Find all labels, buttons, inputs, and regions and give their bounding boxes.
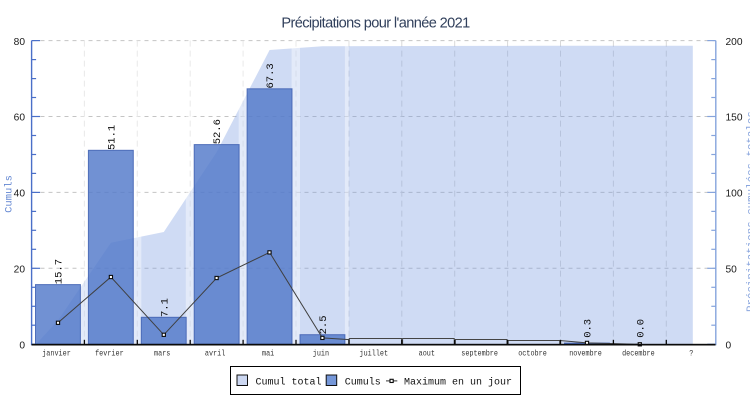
svg-text:juillet: juillet	[360, 348, 389, 358]
svg-text:0: 0	[726, 340, 732, 351]
svg-text:fevrier: fevrier	[95, 348, 124, 358]
svg-text:Cumul total: Cumul total	[256, 377, 322, 389]
svg-text:Cumuls: Cumuls	[345, 377, 381, 389]
svg-text:150: 150	[726, 113, 743, 124]
svg-text:52.6: 52.6	[212, 119, 224, 144]
svg-text:80: 80	[14, 37, 26, 48]
svg-text:51.1: 51.1	[107, 125, 119, 150]
svg-text:Maximum en un jour: Maximum en un jour	[404, 377, 512, 389]
svg-text:?: ?	[689, 349, 693, 358]
svg-text:mars: mars	[154, 349, 170, 358]
svg-text:40: 40	[14, 189, 26, 200]
svg-text:7.1: 7.1	[159, 298, 171, 317]
svg-text:20: 20	[14, 265, 26, 276]
svg-text:200: 200	[726, 37, 743, 48]
svg-text:50: 50	[726, 265, 738, 276]
svg-text:15.7: 15.7	[54, 259, 66, 284]
svg-text:avril: avril	[205, 348, 225, 358]
svg-text:2.5: 2.5	[318, 315, 330, 334]
svg-text:octobre: octobre	[518, 348, 547, 358]
svg-text:0.3: 0.3	[583, 319, 595, 338]
svg-text:decembre: decembre	[622, 348, 655, 358]
svg-text:mai: mai	[262, 348, 274, 358]
svg-text:0: 0	[19, 340, 25, 351]
svg-text:100: 100	[726, 189, 743, 200]
svg-text:septembre: septembre	[461, 348, 498, 358]
svg-text:aout: aout	[419, 349, 435, 358]
svg-text:Cumuls: Cumuls	[3, 175, 15, 213]
svg-text:67.3: 67.3	[265, 63, 277, 88]
svg-text:Précipitations cumulées totale: Précipitations cumulées totales	[746, 111, 750, 312]
svg-text:janvier: janvier	[42, 348, 71, 358]
svg-text:juin: juin	[313, 348, 329, 358]
svg-text:60: 60	[14, 113, 26, 124]
svg-text:0.0: 0.0	[636, 319, 648, 338]
svg-text:Précipitations pour l'année 20: Précipitations pour l'année 2021	[281, 16, 470, 32]
svg-text:novembre: novembre	[569, 348, 602, 358]
